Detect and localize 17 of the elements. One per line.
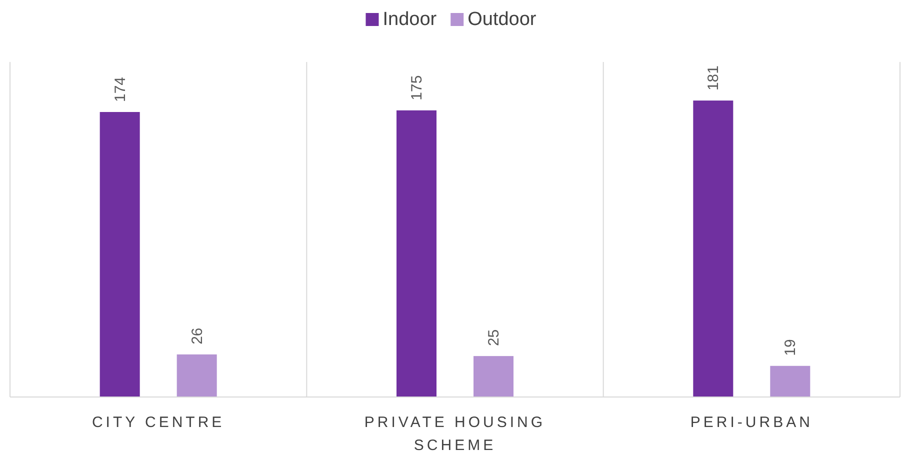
data-label: 19: [782, 339, 800, 356]
legend-label: Indoor: [382, 9, 438, 30]
data-label: 174: [112, 76, 129, 102]
data-label: 25: [486, 329, 502, 346]
bar: [693, 100, 734, 397]
x-tick-label: CITY CENTRE: [92, 414, 225, 431]
bar: [770, 366, 810, 397]
x-tick-label: PERI-URBAN: [690, 414, 813, 431]
legend-label: Outdoor: [468, 9, 537, 30]
bar: [396, 110, 436, 397]
bar: [100, 112, 140, 397]
data-label: 175: [408, 75, 426, 100]
bar: [474, 356, 514, 397]
data-label: 181: [705, 66, 722, 91]
x-tick-label: PRIVATE HOUSING SCHEME: [364, 414, 546, 454]
bar: [176, 354, 217, 397]
data-label: 26: [188, 328, 206, 344]
